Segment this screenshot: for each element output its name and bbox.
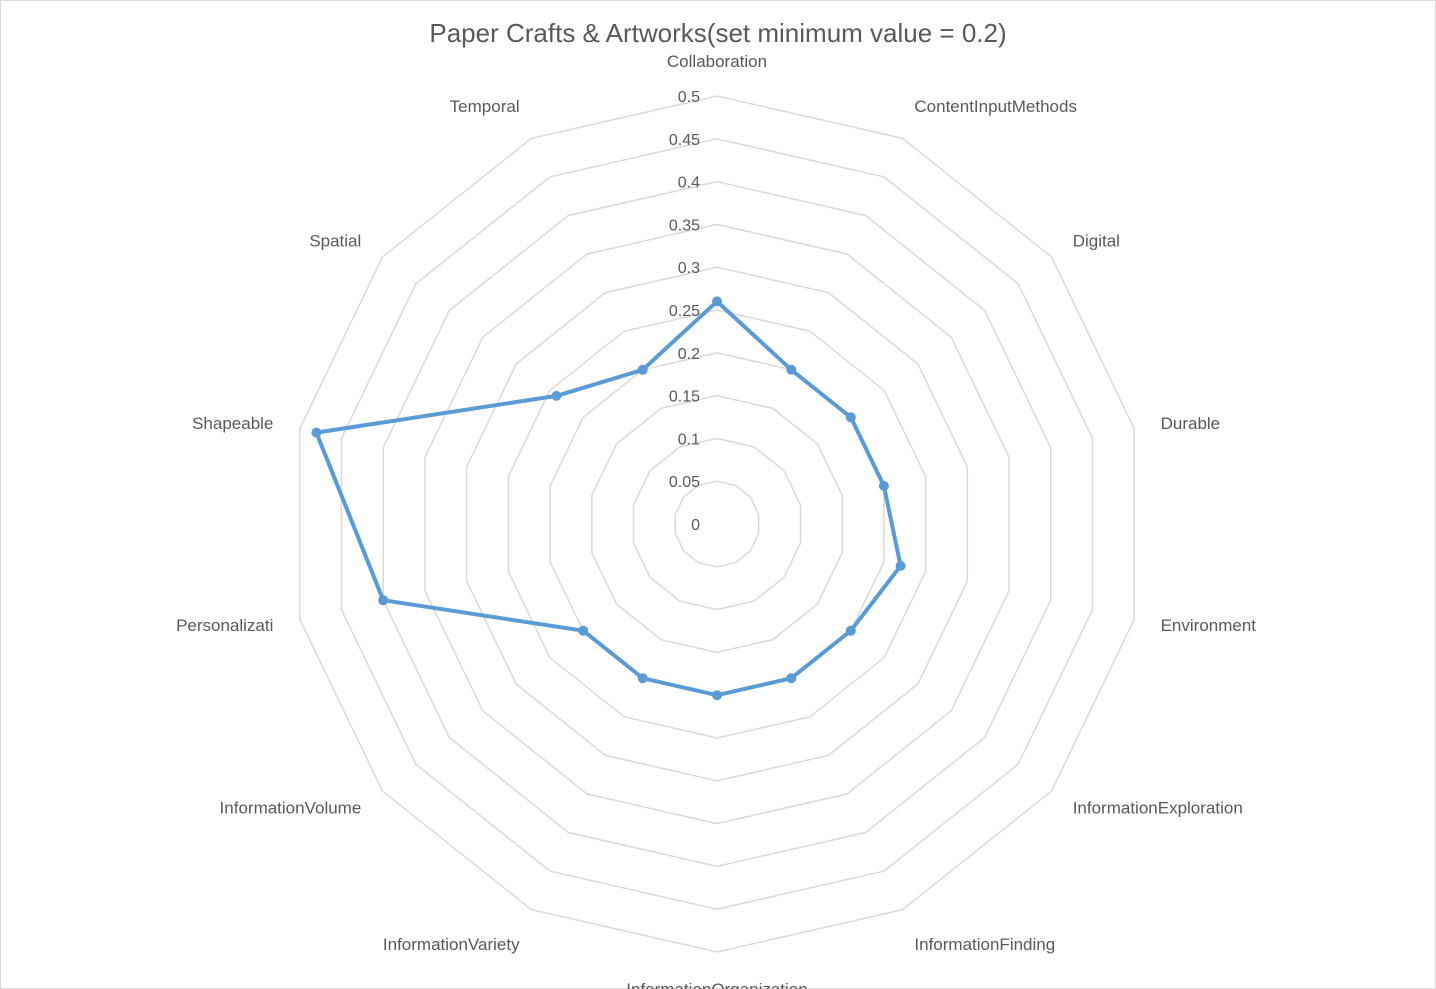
category-label: Personalizati — [176, 616, 273, 635]
radial-tick-label: 0.25 — [669, 303, 700, 320]
radial-tick-label: 0.5 — [678, 89, 700, 106]
category-label: Digital — [1073, 231, 1120, 250]
category-label: InformationVolume — [220, 799, 362, 818]
category-label: Environment — [1161, 616, 1257, 635]
data-point — [845, 625, 856, 636]
radial-tick-label: 0.45 — [669, 132, 700, 149]
category-label: InformationExploration — [1073, 799, 1243, 818]
category-label: Temporal — [450, 97, 520, 116]
tick-label-layer: 0 0.05 0.1 0.15 0.2 0.25 0.3 0.35 0.4 0.45 0.5 — [669, 89, 700, 534]
data-point — [378, 595, 389, 606]
radial-tick-label: 0.15 — [669, 389, 700, 406]
grid-ring — [298, 95, 1136, 953]
grid-ring — [424, 223, 1010, 825]
radial-tick-label: 0.4 — [678, 175, 700, 192]
grid-ring — [465, 266, 969, 782]
radial-tick-label: 0.3 — [678, 260, 700, 277]
radial-tick-label: 0.1 — [678, 431, 700, 448]
series-layer — [311, 296, 906, 701]
category-label: Spatial — [309, 231, 361, 250]
category-label-layer: Collaboration ContentInputMethods Digital D… — [176, 52, 1256, 989]
data-point — [786, 364, 797, 375]
radial-tick-label: 0.35 — [669, 217, 700, 234]
grid-ring — [674, 480, 760, 568]
grid-ring — [507, 309, 927, 739]
data-point — [637, 673, 648, 684]
category-label: InformationOrganization — [626, 980, 807, 989]
grid-ring — [591, 394, 843, 654]
data-point — [551, 390, 562, 401]
data-point — [878, 480, 889, 491]
category-label: InformationVariety — [383, 935, 520, 954]
grid-ring — [382, 180, 1052, 868]
data-point — [712, 296, 722, 307]
data-point — [845, 412, 856, 423]
radial-tick-label: 0.2 — [678, 346, 700, 363]
category-label: Durable — [1161, 414, 1221, 433]
data-point — [712, 690, 722, 701]
data-point — [895, 560, 906, 571]
category-label: InformationFinding — [914, 935, 1055, 954]
data-point — [311, 427, 322, 438]
category-label: ContentInputMethods — [914, 97, 1077, 116]
series-line — [314, 299, 903, 698]
chart-title: Paper Crafts & Artworks(set minimum valu… — [429, 18, 1007, 48]
data-point — [578, 625, 589, 636]
category-label: Collaboration — [667, 52, 767, 71]
radial-tick-label: 0.05 — [669, 474, 700, 491]
category-label: Shapeable — [192, 414, 273, 433]
grid-layer — [298, 95, 1136, 953]
grid-ring — [340, 138, 1094, 910]
grid-ring — [632, 437, 802, 611]
data-point — [637, 364, 648, 375]
radial-tick-label: 0 — [691, 517, 700, 534]
data-point — [786, 673, 797, 684]
